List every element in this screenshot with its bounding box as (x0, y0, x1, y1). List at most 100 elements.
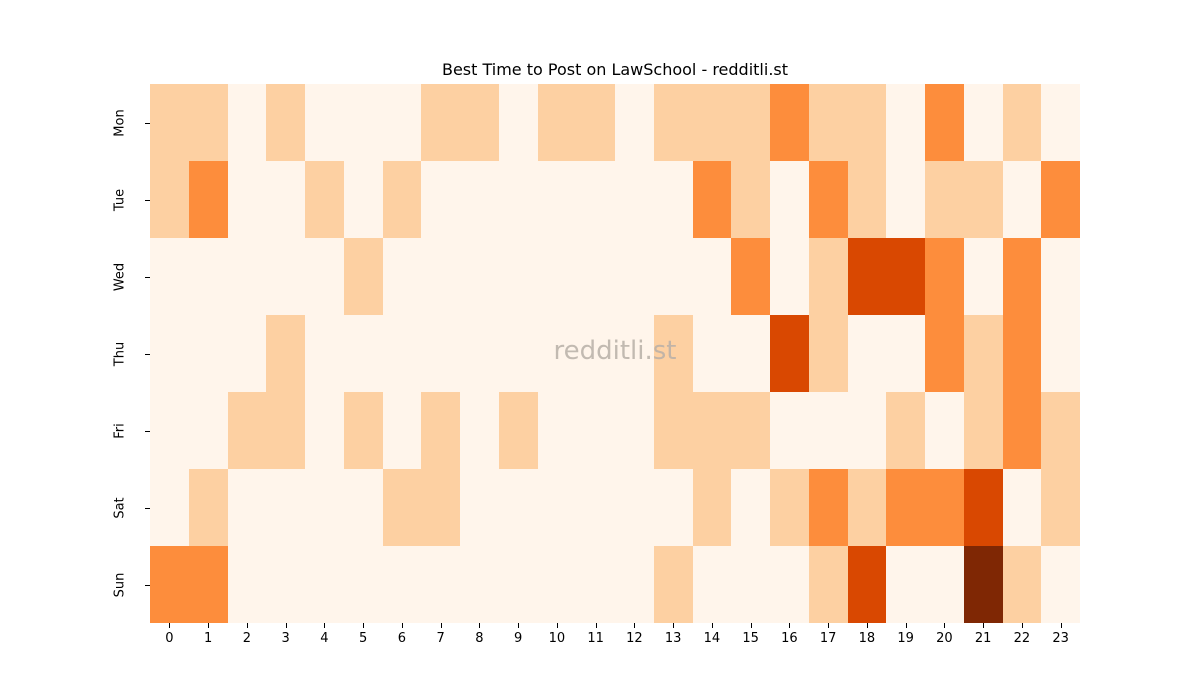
heatmap-grid (150, 84, 1080, 623)
x-tick (1021, 623, 1023, 628)
heatmap-cell (770, 238, 809, 315)
heatmap-cell (1002, 315, 1042, 392)
heatmap-cell (498, 546, 538, 623)
heatmap-cell (150, 469, 189, 546)
heatmap-cell (653, 238, 693, 315)
heatmap-cell (421, 469, 460, 546)
x-tick (866, 623, 868, 628)
heatmap-cell (925, 315, 964, 392)
x-tick (1060, 623, 1062, 628)
heatmap-cell (305, 161, 344, 238)
heatmap-cell (576, 84, 615, 161)
x-tick (673, 623, 675, 628)
heatmap-cell (847, 238, 887, 315)
heatmap-cell (421, 315, 460, 392)
heatmap-cell (382, 392, 422, 469)
heatmap-cell (770, 161, 809, 238)
x-tick (363, 623, 365, 628)
heatmap-cell (498, 84, 538, 161)
heatmap-cell (731, 392, 770, 469)
heatmap-cell (227, 392, 267, 469)
heatmap-cell (421, 546, 460, 623)
heatmap-cell (537, 161, 577, 238)
heatmap-cell (1041, 469, 1080, 546)
heatmap-cell (1002, 392, 1042, 469)
heatmap-cell (847, 84, 887, 161)
x-tick-label: 20 (936, 631, 953, 646)
heatmap-cell (537, 238, 577, 315)
heatmap-cell (305, 546, 344, 623)
x-tick-label: 18 (858, 631, 876, 646)
x-tick (401, 623, 403, 628)
y-tick-label: Sat (112, 496, 128, 519)
x-tick-label: 6 (397, 631, 407, 646)
heatmap-cell (653, 392, 693, 469)
x-tick (983, 623, 985, 628)
heatmap-cell (1002, 84, 1042, 161)
heatmap-cell (305, 238, 344, 315)
heatmap-cell (188, 546, 228, 623)
heatmap-cell (576, 392, 615, 469)
heatmap-cell (498, 238, 538, 315)
heatmap-cell (576, 315, 615, 392)
heatmap-cell (305, 469, 344, 546)
heatmap-cell (925, 84, 964, 161)
heatmap-cell (692, 238, 732, 315)
heatmap-cell (266, 238, 305, 315)
heatmap-cell (653, 469, 693, 546)
heatmap-cell (615, 546, 654, 623)
y-tick (145, 276, 150, 278)
heatmap-cell (343, 392, 383, 469)
heatmap-cell (615, 238, 654, 315)
heatmap-cell (731, 546, 770, 623)
heatmap-cell (1041, 546, 1080, 623)
y-axis: Mon Tue Wed Thu Fri Sat Sun (100, 84, 150, 623)
heatmap-cell (925, 161, 964, 238)
heatmap-cell (615, 392, 654, 469)
x-tick-label: 8 (475, 631, 484, 646)
heatmap-cell (615, 161, 654, 238)
heatmap-cell (227, 546, 267, 623)
heatmap-cell (227, 238, 267, 315)
heatmap-cell (266, 469, 305, 546)
x-tick-label: 19 (897, 631, 914, 646)
heatmap-cell (731, 161, 770, 238)
heatmap-cell (770, 546, 809, 623)
x-axis: 0 1 2 3 4 5 6 7 8 9 10 11 12 13 14 15 16 17 18 19 20 21 22 23 (150, 623, 1080, 653)
heatmap-cell (808, 546, 848, 623)
heatmap-cell (615, 84, 654, 161)
x-tick (518, 623, 520, 628)
x-tick (711, 623, 713, 628)
x-tick-label: 16 (781, 631, 798, 646)
heatmap-cell (343, 84, 383, 161)
heatmap-cell (460, 392, 499, 469)
heatmap-cell (692, 315, 732, 392)
heatmap-cell (1041, 84, 1080, 161)
x-tick (750, 623, 752, 628)
x-tick (905, 623, 907, 628)
x-tick (440, 623, 442, 628)
y-tick (145, 199, 150, 201)
heatmap-cell (188, 84, 228, 161)
x-tick-label: 15 (742, 631, 759, 646)
heatmap-cell (460, 315, 499, 392)
heatmap-cell (150, 238, 189, 315)
heatmap-cell (188, 315, 228, 392)
heatmap-cell (963, 238, 1003, 315)
heatmap-cell (770, 84, 809, 161)
x-tick (246, 623, 248, 628)
heatmap-cell (963, 469, 1003, 546)
heatmap-cell (963, 84, 1003, 161)
heatmap-cell (150, 161, 189, 238)
heatmap-cell (421, 238, 460, 315)
heatmap-cell (266, 84, 305, 161)
heatmap-cell (305, 315, 344, 392)
heatmap-cell (537, 469, 577, 546)
heatmap-cell (808, 84, 848, 161)
heatmap-cell (460, 84, 499, 161)
x-tick-label: 14 (703, 631, 721, 646)
heatmap-cell (537, 392, 577, 469)
heatmap-cell (382, 238, 422, 315)
x-tick-label: 11 (587, 631, 604, 646)
heatmap-cell (576, 161, 615, 238)
